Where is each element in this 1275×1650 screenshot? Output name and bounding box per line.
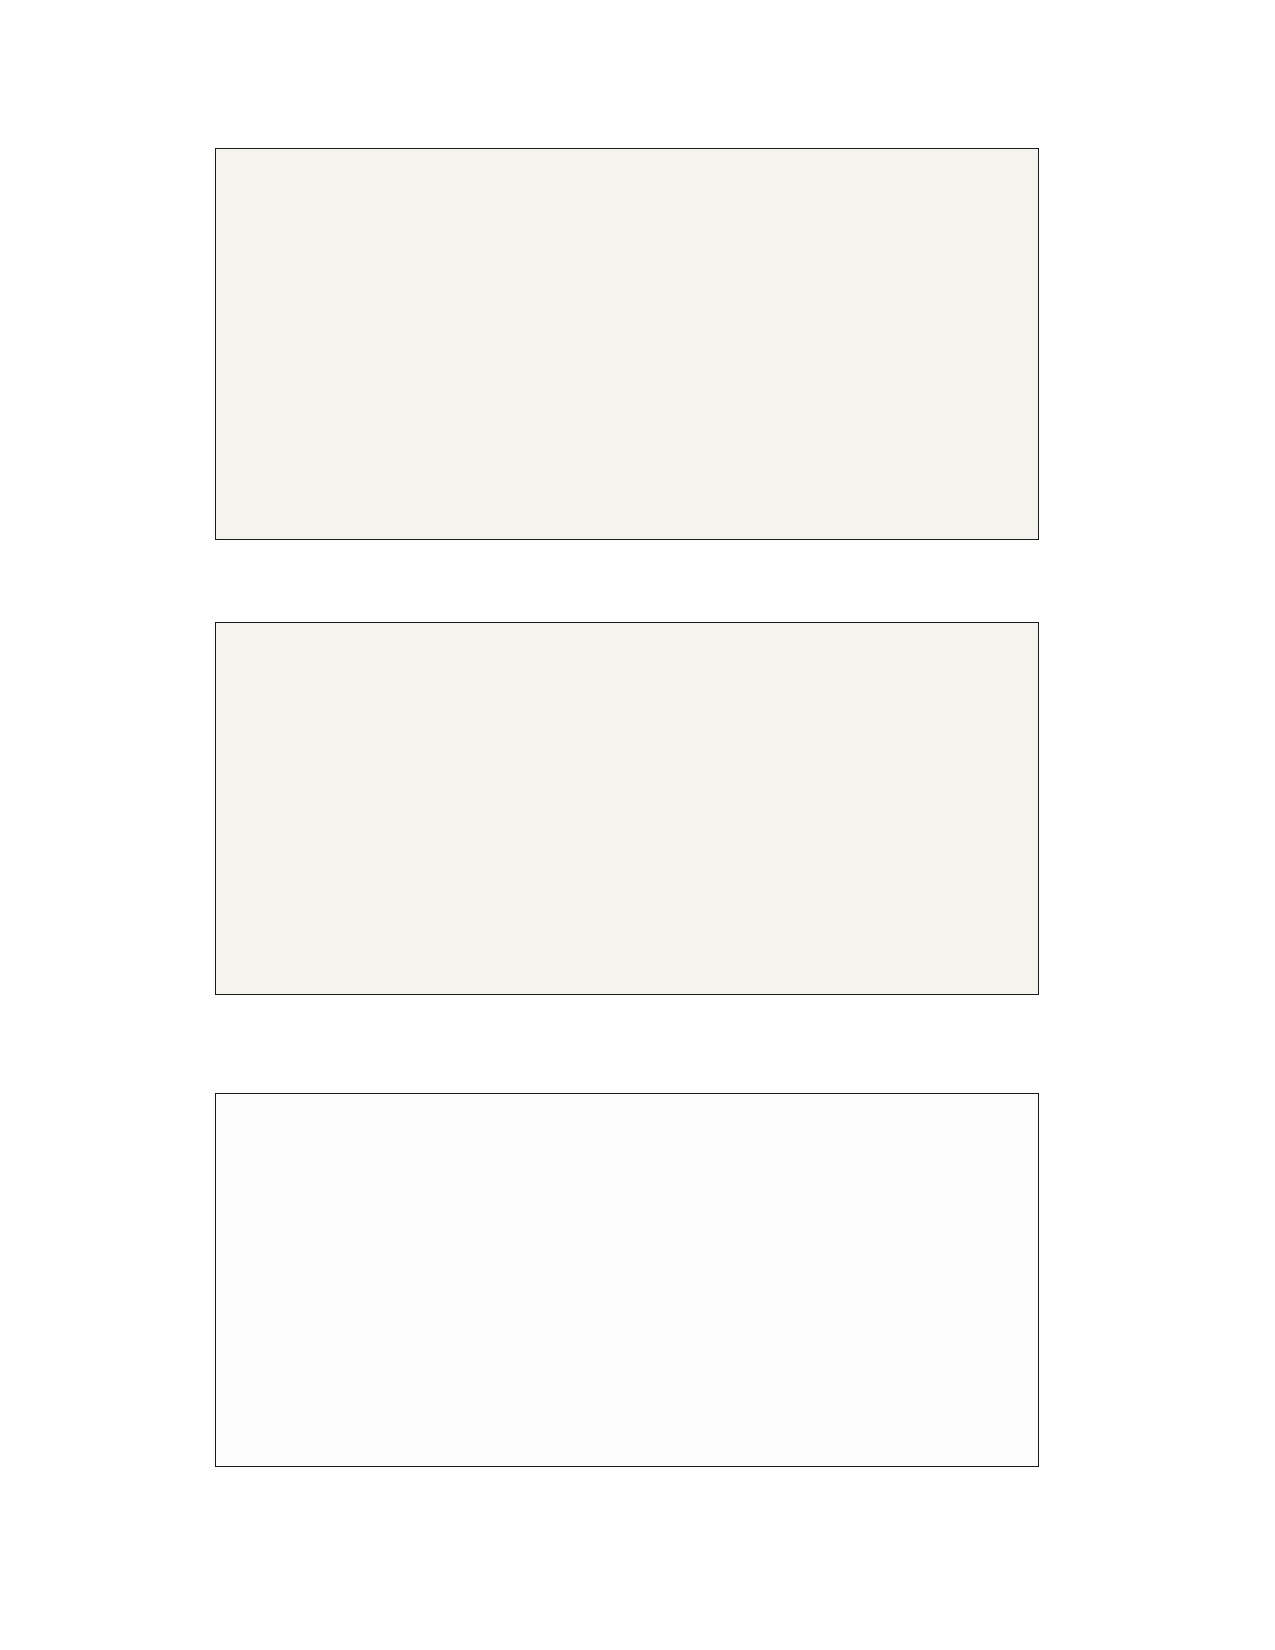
- panel2-y-axis-label: [122, 622, 148, 995]
- panel3-y-axis-label: [122, 1093, 148, 1467]
- difference-contour-plot: [215, 1093, 1039, 1467]
- panel1-y-axis-label: [122, 148, 148, 540]
- observation-contour-plot: [215, 622, 1039, 995]
- model-contour-plot: [215, 148, 1039, 540]
